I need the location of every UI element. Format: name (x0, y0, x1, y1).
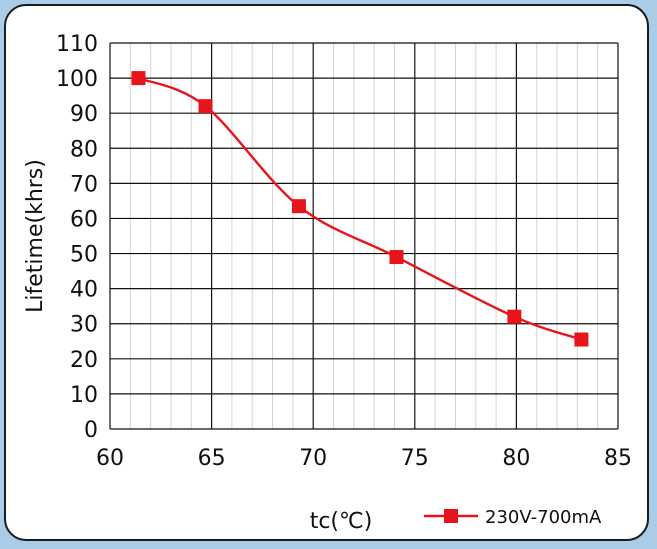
data-point-marker (131, 71, 146, 86)
data-point-marker (198, 99, 213, 114)
x-axis-label: tc(℃) (310, 509, 373, 534)
y-tick-label: 30 (70, 313, 98, 338)
chart-frame: 0 10 20 30 40 50 60 70 80 90 100 110 60 65 70 75 80 85 Lif… (4, 4, 649, 541)
series-line (137, 76, 582, 341)
x-tick-label: 80 (502, 446, 530, 471)
y-tick-label: 110 (56, 32, 98, 57)
series (131, 71, 589, 347)
data-point-marker (574, 332, 589, 347)
y-tick-label: 90 (70, 102, 98, 127)
y-tick-label: 80 (70, 137, 98, 162)
y-tick-label: 10 (70, 383, 98, 408)
lifetime-chart: 0 10 20 30 40 50 60 70 80 90 100 110 60 65 70 75 80 85 Lif… (23, 32, 632, 534)
y-tick-label: 40 (70, 278, 98, 303)
grid (109, 42, 619, 430)
x-tick-label: 60 (96, 446, 124, 471)
x-tick-label: 75 (401, 446, 429, 471)
x-tick-label: 85 (604, 446, 632, 471)
y-tick-label: 0 (84, 418, 98, 443)
data-point-marker (291, 199, 306, 214)
legend-label: 230V-700mA (485, 507, 602, 528)
data-point-marker (507, 309, 522, 324)
y-tick-label: 100 (56, 67, 98, 92)
legend-marker (444, 509, 458, 523)
y-tick-label: 50 (70, 243, 98, 268)
data-point-marker (389, 250, 404, 265)
axes: 0 10 20 30 40 50 60 70 80 90 100 110 60 65 70 75 80 85 Lif… (23, 32, 632, 534)
y-tick-label: 20 (70, 348, 98, 373)
x-tick-label: 70 (299, 446, 327, 471)
x-tick-label: 65 (198, 446, 226, 471)
y-axis-label: Lifetime(khrs) (23, 159, 48, 313)
y-tick-label: 60 (70, 207, 98, 232)
legend: 230V-700mA (424, 507, 602, 528)
y-tick-label: 70 (70, 172, 98, 197)
